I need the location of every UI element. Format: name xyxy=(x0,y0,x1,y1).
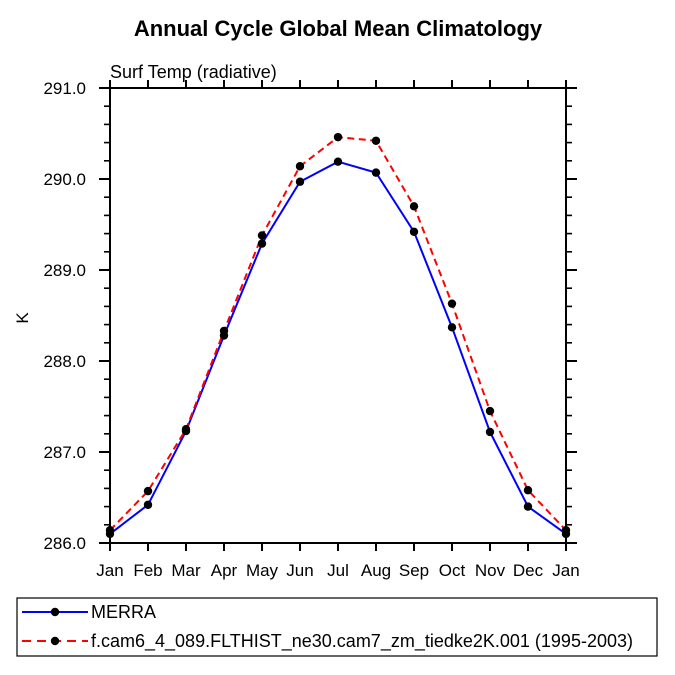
y-tick-label: 290.0 xyxy=(43,170,86,189)
y-tick-label: 287.0 xyxy=(43,443,86,462)
data-point-model xyxy=(371,136,381,145)
y-axis-label: K xyxy=(13,312,32,324)
legend-marker-merra xyxy=(50,607,60,617)
data-point-model xyxy=(219,326,229,336)
legend-marker-model xyxy=(50,636,60,646)
x-tick-label: Oct xyxy=(439,561,466,580)
x-tick-label: Feb xyxy=(133,561,162,580)
x-tick-label: Dec xyxy=(513,561,544,580)
series-line-model xyxy=(109,136,567,531)
data-point-merra xyxy=(371,168,381,177)
x-tick-label: Jan xyxy=(552,561,579,580)
data-point-merra xyxy=(409,227,419,236)
x-tick-label: Apr xyxy=(211,561,238,580)
legend-label-model: f.cam6_4_089.FLTHIST_ne30.cam7_zm_tiedke… xyxy=(91,631,633,652)
y-tick-label: 288.0 xyxy=(43,352,86,371)
x-tick-label: May xyxy=(246,561,279,580)
chart-subtitle: Surf Temp (radiative) xyxy=(110,62,277,82)
series-line-merra xyxy=(109,160,567,535)
y-tick-label: 289.0 xyxy=(43,261,86,280)
x-tick-label: Jun xyxy=(286,561,313,580)
data-point-model xyxy=(143,486,153,496)
data-point-merra xyxy=(523,502,533,511)
legend-box xyxy=(16,597,658,657)
y-tick-label: 291.0 xyxy=(43,79,86,98)
x-tick-label: Aug xyxy=(361,561,391,580)
data-point-model xyxy=(333,132,343,142)
data-point-model xyxy=(105,526,115,535)
data-point-model xyxy=(561,526,571,535)
legend: MERRA f.cam6_4_089.FLTHIST_ne30.cam7_zm_… xyxy=(16,597,658,657)
data-point-model xyxy=(523,486,533,495)
data-point-model xyxy=(447,299,457,308)
x-tick-label: Sep xyxy=(399,561,429,580)
x-tick-label: Jan xyxy=(96,561,123,580)
x-tick-label: Mar xyxy=(171,561,201,580)
x-tick-label: Nov xyxy=(475,561,506,580)
data-point-model xyxy=(409,202,419,211)
data-point-model xyxy=(257,231,267,240)
y-tick-label: 286.0 xyxy=(43,534,86,553)
data-point-merra xyxy=(333,157,343,166)
data-point-model xyxy=(485,406,495,416)
plot-area: Jan Feb Mar Apr May Jun Jul Aug Sep Oct Nov Dec Jan 2… xyxy=(43,79,579,580)
x-tick-label: Jul xyxy=(327,561,349,580)
data-point-merra xyxy=(485,427,495,437)
data-point-merra xyxy=(143,500,153,509)
data-point-merra xyxy=(257,239,267,248)
chart-title: Annual Cycle Global Mean Climatology xyxy=(134,16,543,41)
data-point-model xyxy=(181,425,191,434)
data-point-merra xyxy=(295,177,305,186)
data-point-merra xyxy=(447,323,457,332)
plot-frame xyxy=(109,87,567,544)
data-point-model xyxy=(295,162,305,171)
legend-label-merra: MERRA xyxy=(91,602,156,622)
